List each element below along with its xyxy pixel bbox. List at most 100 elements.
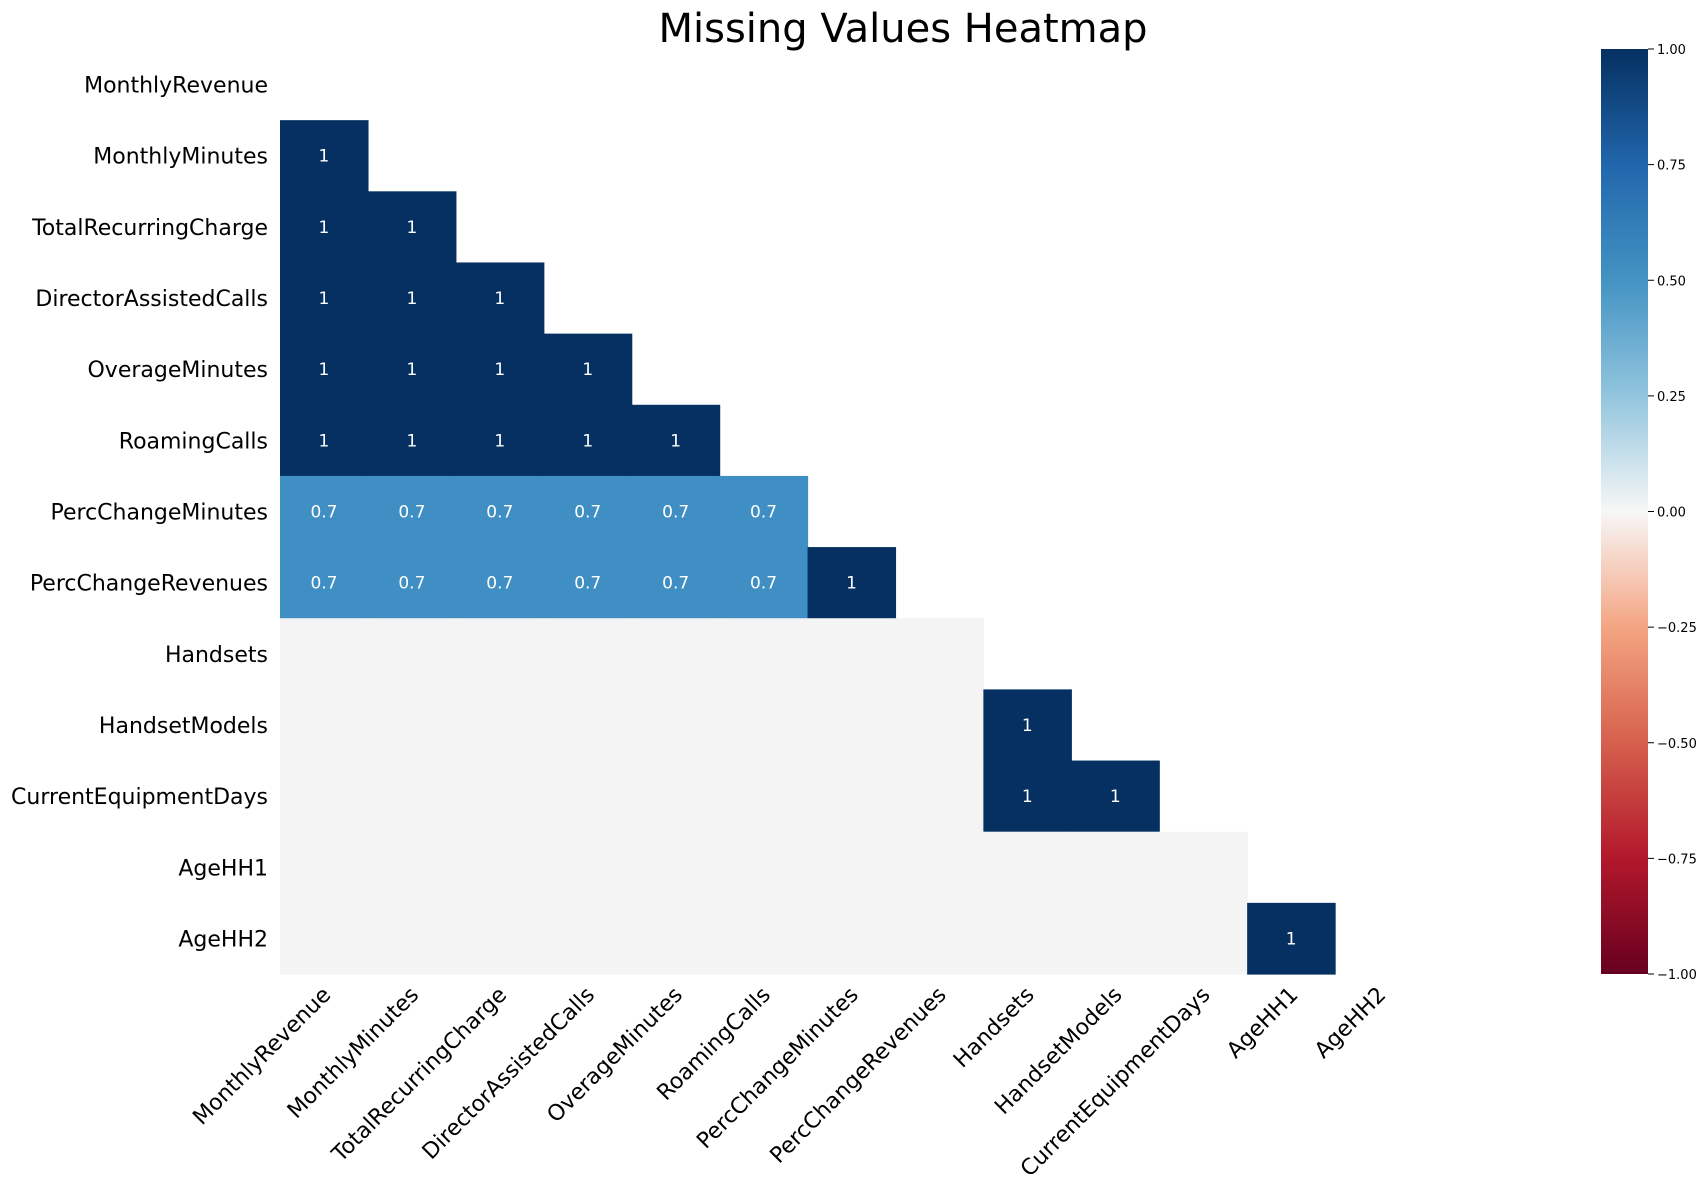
heatmap-cell — [895, 902, 984, 975]
heatmap-cell — [280, 689, 369, 762]
heatmap-cell — [719, 689, 809, 762]
cell-value-label: 0.7 — [486, 503, 513, 523]
x-axis-tick-labels: MonthlyRevenueMonthlyMinutesTotalRecurri… — [188, 983, 1391, 1182]
cell-value-label: 1 — [494, 289, 505, 309]
heatmap-cell — [455, 404, 545, 477]
heatmap-cell — [280, 902, 369, 975]
heatmap-cell — [807, 547, 897, 619]
heatmap-cell — [807, 831, 897, 904]
cell-value-label: 1 — [319, 147, 330, 167]
colorbar-tick-label: −1.00 — [1657, 968, 1697, 983]
cell-value-label: 1 — [319, 360, 330, 380]
colorbar-ticks: 1.00 0.75 0.50 0.25 0.00 −0.25 −0.50 −0.75 −1.00 — [1648, 43, 1697, 983]
heatmap-cell — [367, 262, 457, 335]
heatmap-cell — [807, 902, 897, 975]
heatmap-cell — [367, 760, 457, 833]
heatmap-cell — [895, 618, 984, 690]
heatmap-cell — [807, 689, 897, 762]
heatmap-cell — [543, 618, 633, 690]
heatmap-cell — [280, 618, 369, 690]
cell-value-label: 1 — [319, 431, 330, 451]
heatmap-cell — [983, 760, 1072, 833]
cell-value-label: 1 — [494, 360, 505, 380]
heatmap-cell-labels: 1 1 1 1 1 1 1 1 1 1 1 1 1 1 1 0.7 0.7 0.7 0.7 0.7 0.7 0.7 0.7 0… — [310, 147, 1296, 950]
cell-value-label: 0.7 — [750, 503, 777, 523]
heatmap-cell — [807, 760, 897, 833]
heatmap-cell — [983, 831, 1072, 904]
heatmap-cell — [719, 618, 809, 690]
heatmap-cell — [367, 831, 457, 904]
heatmap-cell — [1071, 760, 1160, 833]
heatmap-cell — [983, 689, 1072, 762]
cell-value-label: 0.7 — [398, 503, 425, 523]
heatmap-cell — [719, 547, 809, 619]
heatmap-cell — [719, 760, 809, 833]
colorbar-gradient — [1601, 49, 1648, 974]
heatmap-cell — [280, 333, 369, 406]
cell-value-label: 0.7 — [574, 503, 601, 523]
y-tick-label: PercChangeRevenues — [30, 572, 268, 597]
heatmap-cell — [367, 618, 457, 690]
cell-value-label: 1 — [1286, 929, 1297, 949]
heatmap-cell — [983, 902, 1072, 975]
heatmap-cell — [367, 689, 457, 762]
heatmap-cell — [455, 333, 545, 406]
heatmap-cell — [367, 333, 457, 406]
heatmap-cell — [631, 689, 721, 762]
heatmap-cell — [1247, 902, 1336, 975]
heatmap-cell — [280, 547, 369, 619]
heatmap-cell — [367, 547, 457, 619]
colorbar-tick-label: 0.75 — [1657, 159, 1686, 174]
heatmap-cell — [543, 760, 633, 833]
heatmap-cell — [631, 618, 721, 690]
heatmap-cell — [543, 902, 633, 975]
x-tick-label: PercChangeMinutes — [692, 983, 863, 1154]
y-axis-tick-labels: MonthlyRevenue MonthlyMinutes TotalRecurri… — [11, 74, 268, 953]
heatmap-cell — [543, 475, 633, 548]
heatmap-cell — [280, 262, 369, 335]
y-tick-label: MonthlyRevenue — [84, 74, 268, 99]
y-tick-label: TotalRecurringCharge — [31, 216, 268, 241]
y-tick-label: MonthlyMinutes — [93, 145, 268, 170]
cell-value-label: 1 — [1022, 716, 1033, 736]
heatmap-cell — [455, 262, 545, 335]
heatmap-cell — [280, 831, 369, 904]
y-tick-label: PercChangeMinutes — [50, 501, 268, 526]
cell-value-label: 1 — [319, 218, 330, 238]
y-tick-label: AgeHH1 — [178, 856, 268, 881]
heatmap-cell — [543, 831, 633, 904]
heatmap-cell — [1159, 831, 1248, 904]
heatmap-cell — [631, 475, 721, 548]
heatmap-cell — [543, 689, 633, 762]
y-tick-label: Handsets — [165, 643, 268, 668]
heatmap-cell — [631, 547, 721, 619]
heatmap-cell — [543, 404, 633, 477]
heatmap-cell — [455, 760, 545, 833]
heatmap-cell — [719, 902, 809, 975]
heatmap-cell — [1159, 902, 1248, 975]
heatmap-cell — [631, 831, 721, 904]
colorbar — [1601, 49, 1648, 974]
chart-title: Missing Values Heatmap — [658, 6, 1147, 52]
cell-value-label: 0.7 — [574, 574, 601, 594]
x-tick-label: AgeHH1 — [1222, 983, 1303, 1064]
cell-value-label: 1 — [1110, 787, 1121, 807]
cell-value-label: 0.7 — [750, 574, 777, 594]
heatmap-cell — [543, 547, 633, 619]
heatmap-cell — [719, 475, 809, 548]
heatmap-cell — [280, 760, 369, 833]
heatmap-cell — [1071, 831, 1160, 904]
y-tick-label: DirectorAssistedCalls — [35, 287, 268, 312]
heatmap-cell — [455, 547, 545, 619]
cell-value-label: 1 — [406, 218, 417, 238]
heatmap-cell — [455, 689, 545, 762]
heatmap-cell — [455, 618, 545, 690]
y-tick-label: CurrentEquipmentDays — [11, 785, 268, 810]
cell-value-label: 1 — [406, 289, 417, 309]
heatmap-cell — [367, 404, 457, 477]
cell-value-label: 1 — [406, 431, 417, 451]
colorbar-tick-label: −0.75 — [1657, 852, 1697, 867]
heatmap-cell — [280, 120, 369, 192]
y-tick-label: OverageMinutes — [87, 358, 268, 383]
